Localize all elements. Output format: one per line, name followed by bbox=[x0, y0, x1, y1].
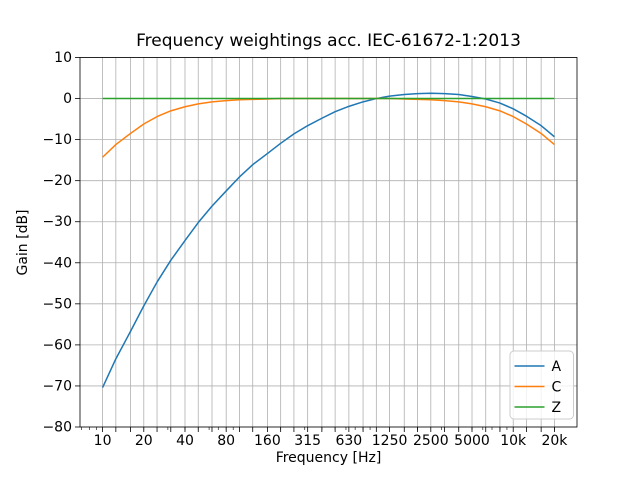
x-tick-label: 20k bbox=[541, 433, 568, 449]
x-major-ticks bbox=[102, 427, 555, 432]
x-tick-labels: 10 20 40 80 160 315 630 1250 2500 5000 10k 20k bbox=[94, 433, 569, 449]
y-axis-label: Gain [dB] bbox=[15, 209, 31, 275]
legend-label-C: C bbox=[552, 380, 562, 396]
y-tick-label: 0 bbox=[63, 91, 72, 107]
series-A-polyline bbox=[101, 92, 555, 388]
y-ticks bbox=[75, 57, 80, 428]
legend-label-Z: Z bbox=[552, 400, 562, 416]
x-tick-label: 1250 bbox=[372, 433, 408, 449]
y-tick-label: −60 bbox=[42, 337, 72, 353]
y-gridlines bbox=[80, 57, 577, 428]
y-tick-label: 10 bbox=[54, 50, 72, 66]
chart-generated-content: 10 20 40 80 160 315 630 1250 2500 5000 10k 20k 10 0 −1… bbox=[42, 50, 578, 449]
y-tick-label: −50 bbox=[42, 296, 72, 312]
x-gridlines bbox=[102, 57, 555, 427]
x-tick-label: 10 bbox=[94, 433, 112, 449]
x-tick-label: 160 bbox=[254, 433, 281, 449]
legend-box bbox=[509, 350, 574, 420]
series-A-line bbox=[101, 92, 555, 388]
x-minor-ticks bbox=[81, 427, 555, 430]
x-tick-label: 630 bbox=[335, 433, 362, 449]
x-axis-label: Frequency [Hz] bbox=[276, 450, 382, 466]
y-tick-label: −30 bbox=[42, 214, 72, 230]
x-tick-label: 20 bbox=[135, 433, 153, 449]
y-tick-label: −20 bbox=[42, 173, 72, 189]
y-tick-label: −70 bbox=[42, 378, 72, 394]
y-tick-label: −40 bbox=[42, 255, 72, 271]
axes-frame bbox=[79, 57, 578, 428]
x-tick-label: 2500 bbox=[413, 433, 449, 449]
x-tick-label: 315 bbox=[294, 433, 321, 449]
x-tick-label: 5000 bbox=[454, 433, 490, 449]
x-tick-label: 40 bbox=[176, 433, 194, 449]
x-tick-label: 10k bbox=[500, 433, 527, 449]
chart-title: Frequency weightings acc. IEC-61672-1:20… bbox=[136, 31, 521, 51]
legend: ACZ bbox=[509, 350, 574, 420]
y-tick-labels: 10 0 −10 −20 −30 −40 −50 −60 −70 −80 bbox=[42, 50, 72, 436]
series-C-line bbox=[102, 97, 555, 158]
y-tick-label: −10 bbox=[42, 132, 72, 148]
x-tick-label: 80 bbox=[217, 433, 235, 449]
legend-label-A: A bbox=[552, 359, 562, 375]
y-tick-label: −80 bbox=[42, 420, 72, 436]
series-C-polyline bbox=[102, 97, 555, 158]
